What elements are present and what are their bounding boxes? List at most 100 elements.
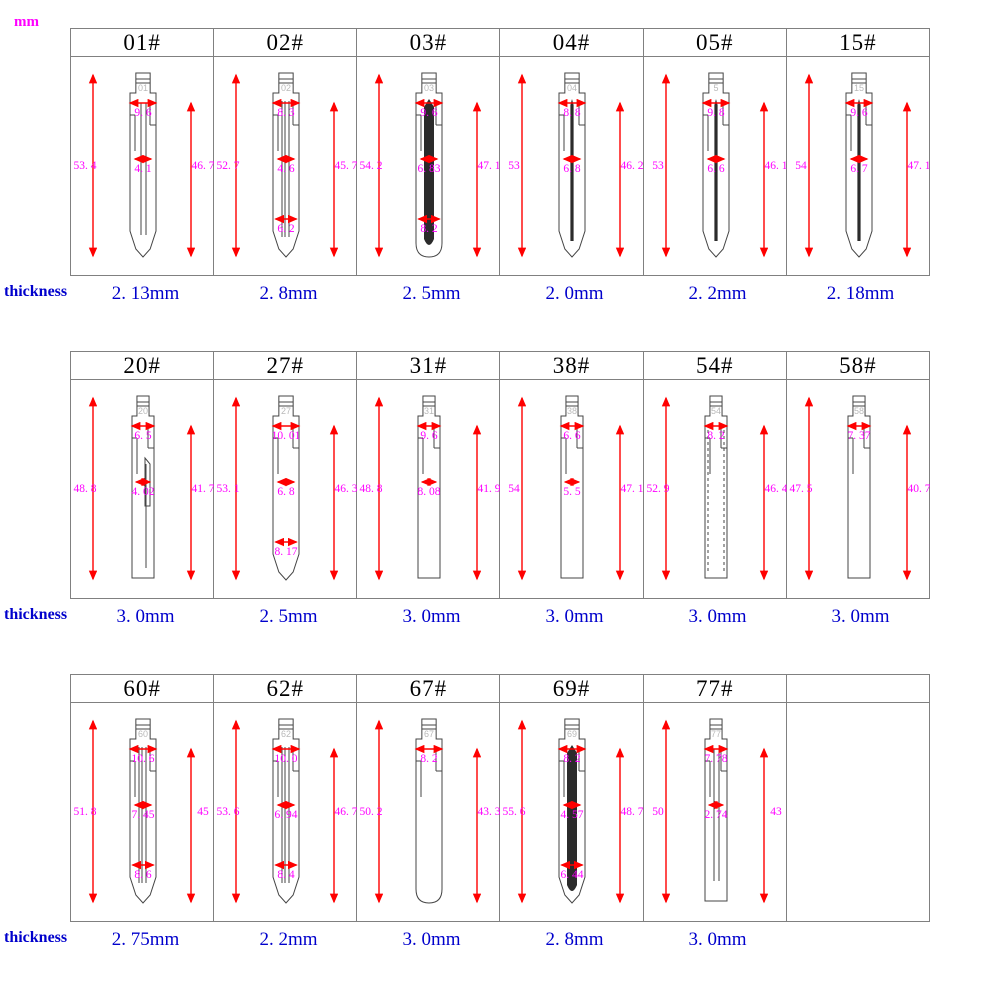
svg-text:6. 6: 6. 6 [707, 163, 725, 175]
blade-cell: 60 51. 8 45 10. 6 7. 45 8. 6 [69, 702, 215, 922]
svg-text:48. 8: 48. 8 [360, 483, 383, 495]
thickness-value: 3. 0mm [545, 606, 604, 627]
svg-text:6. 8: 6. 8 [278, 486, 296, 498]
blade-cell: 58 47. 5 40. 7 7. 37 [785, 379, 931, 599]
svg-text:2. 74: 2. 74 [704, 809, 727, 821]
svg-text:47. 1: 47. 1 [621, 483, 644, 495]
svg-text:10. 01: 10. 01 [272, 430, 301, 442]
header-row: 20# 27# 31# 38# 54# 58# [69, 351, 931, 380]
blade-cell: 69 55. 6 48. 7 8. 2 4. 57 6. 44 [499, 702, 644, 922]
cell-title: 27# [213, 351, 358, 380]
svg-text:6. 94: 6. 94 [275, 809, 298, 821]
svg-text:50: 50 [652, 806, 664, 818]
svg-text:03: 03 [424, 83, 434, 93]
svg-text:8. 17: 8. 17 [275, 546, 298, 558]
svg-text:4. 02: 4. 02 [132, 486, 155, 498]
svg-text:54. 2: 54. 2 [360, 160, 383, 172]
svg-text:4. 1: 4. 1 [134, 163, 152, 175]
svg-text:47. 1: 47. 1 [907, 160, 930, 172]
cell-title: 03# [356, 28, 501, 57]
svg-text:53. 6: 53. 6 [217, 806, 240, 818]
svg-text:54: 54 [795, 160, 807, 172]
blade-cell: 03 54. 2 47. 1 9. 6 6. 83 8. 2 [356, 56, 501, 276]
spec-row-1: 01# 02# 03# 04# 05# 15# 01 53. 4 46. 7 9. 6… [69, 28, 931, 276]
svg-text:53. 1: 53. 1 [217, 483, 240, 495]
svg-text:38: 38 [567, 406, 577, 416]
thickness-value: 2. 2mm [688, 283, 747, 304]
svg-text:6. 5: 6. 5 [134, 430, 152, 442]
blade-cell: 54 52. 9 46. 4 8. 2 [642, 379, 787, 599]
svg-text:53: 53 [509, 160, 521, 172]
svg-text:41. 9: 41. 9 [478, 483, 501, 495]
svg-text:8. 2: 8. 2 [421, 223, 439, 235]
cell-title: 69# [499, 674, 644, 703]
svg-text:46. 3: 46. 3 [335, 483, 358, 495]
svg-text:43: 43 [770, 806, 782, 818]
svg-text:27: 27 [281, 406, 291, 416]
diagram-row: 20 48. 8 41. 7 6. 5 4. 02 27 53. 1 46. 3 10. 01… [69, 379, 931, 599]
svg-text:6. 83: 6. 83 [418, 163, 441, 175]
svg-text:54: 54 [711, 406, 721, 416]
svg-text:4. 6: 4. 6 [278, 163, 296, 175]
header-row: 01# 02# 03# 04# 05# 15# [69, 28, 931, 57]
svg-text:9. 8: 9. 8 [707, 107, 725, 119]
blade-cell: 5 53 46. 1 9. 8 6. 6 [642, 56, 787, 276]
thickness-value: 2. 5mm [402, 283, 461, 304]
svg-text:43. 3: 43. 3 [478, 806, 501, 818]
blade-cell: 02 52. 7 45. 7 8. 3 4. 6 6. 2 [213, 56, 358, 276]
blade-cell: 01 53. 4 46. 7 9. 6 4. 1 [69, 56, 215, 276]
cell-title: 38# [499, 351, 644, 380]
cell-title: 05# [642, 28, 787, 57]
svg-text:46. 1: 46. 1 [764, 160, 787, 172]
cell-title: 01# [69, 28, 215, 57]
spec-table-3: 60# 62# 67# 69# 77# 60 51. 8 45 10. 6 7. 45 8… [69, 674, 931, 922]
svg-text:46. 2: 46. 2 [621, 160, 644, 172]
svg-text:51. 8: 51. 8 [74, 806, 97, 818]
svg-text:58: 58 [854, 406, 864, 416]
thickness-value: 2. 8mm [545, 929, 604, 950]
cell-title: 20# [69, 351, 215, 380]
svg-text:8. 2: 8. 2 [421, 753, 439, 765]
spec-row-2: 20# 27# 31# 38# 54# 58# 20 48. 8 41. 7 6. 5… [69, 351, 931, 599]
thickness-value: 3. 0mm [688, 929, 747, 950]
svg-text:62: 62 [281, 729, 291, 739]
svg-text:45. 7: 45. 7 [335, 160, 358, 172]
svg-text:10. 0: 10. 0 [275, 753, 298, 765]
svg-text:48. 7: 48. 7 [621, 806, 644, 818]
svg-text:8. 3: 8. 3 [278, 107, 296, 119]
svg-text:41. 7: 41. 7 [192, 483, 215, 495]
blade-cell: 62 53. 6 46. 7 10. 0 6. 94 8. 4 [213, 702, 358, 922]
svg-text:6. 6: 6. 6 [564, 430, 582, 442]
svg-text:9. 6: 9. 6 [421, 430, 439, 442]
blade-cell-empty [785, 702, 931, 922]
svg-text:77: 77 [711, 729, 721, 739]
svg-text:6. 7: 6. 7 [850, 163, 868, 175]
thickness-row-1: thickness 2. 13mm 2. 8mm 2. 5mm 2. 0mm 2… [0, 283, 1000, 309]
thickness-value: 2. 18mm [826, 283, 895, 304]
spec-table-2: 20# 27# 31# 38# 54# 58# 20 48. 8 41. 7 6. 5… [69, 351, 931, 599]
svg-text:7. 78: 7. 78 [704, 753, 727, 765]
blade-cell: 27 53. 1 46. 3 10. 01 6. 8 8. 17 [213, 379, 358, 599]
svg-text:47. 1: 47. 1 [478, 160, 501, 172]
thickness-value: 3. 0mm [688, 606, 747, 627]
svg-text:5. 5: 5. 5 [564, 486, 582, 498]
svg-text:6. 8: 6. 8 [564, 163, 582, 175]
svg-text:50. 2: 50. 2 [360, 806, 383, 818]
svg-text:4. 57: 4. 57 [561, 809, 584, 821]
svg-text:45: 45 [197, 806, 209, 818]
cell-title: 60# [69, 674, 215, 703]
diagram-row: 01 53. 4 46. 7 9. 6 4. 1 02 52. 7 45. 7 8. 3 4. … [69, 56, 931, 276]
svg-text:46. 4: 46. 4 [764, 483, 787, 495]
spec-row-3: 60# 62# 67# 69# 77# 60 51. 8 45 10. 6 7. 45 8… [69, 674, 931, 922]
svg-text:5: 5 [713, 83, 718, 93]
thickness-value: 2. 2mm [259, 929, 318, 950]
blade-cell: 20 48. 8 41. 7 6. 5 4. 02 [69, 379, 215, 599]
svg-text:8. 8: 8. 8 [564, 107, 582, 119]
thickness-value: 3. 0mm [402, 929, 461, 950]
svg-text:02: 02 [281, 83, 291, 93]
svg-text:7. 45: 7. 45 [132, 809, 155, 821]
diagram-row: 60 51. 8 45 10. 6 7. 45 8. 6 62 53. 6 46. 7 10. … [69, 702, 931, 922]
svg-text:6. 44: 6. 44 [561, 869, 584, 881]
svg-text:15: 15 [854, 83, 864, 93]
